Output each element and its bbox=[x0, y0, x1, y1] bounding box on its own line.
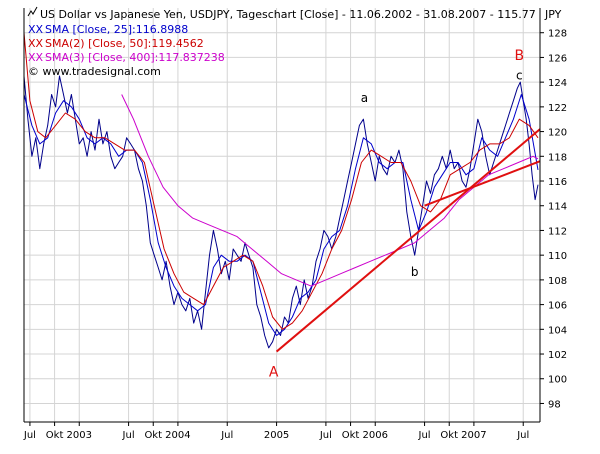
y-tick-label: 124 bbox=[548, 78, 567, 89]
x-tick-label: Jul bbox=[122, 430, 135, 441]
sma50-line bbox=[23, 32, 539, 330]
legend-entry: SMA(3) [Close, 400]:117.837238 bbox=[45, 51, 225, 64]
x-tick-label: Jul bbox=[220, 430, 233, 441]
y-tick-label: 118 bbox=[548, 152, 567, 163]
x-tick-label: Jul bbox=[516, 430, 529, 441]
y-tick-label: 108 bbox=[548, 276, 567, 287]
y-tick-label: 128 bbox=[548, 29, 567, 40]
wave-label: b bbox=[411, 265, 419, 279]
wave-label: B bbox=[514, 48, 524, 64]
title-icon bbox=[27, 6, 38, 17]
x-tick-label: Jul bbox=[23, 430, 36, 441]
y-tick-label: 104 bbox=[548, 325, 567, 336]
x-tick-label: Okt bbox=[46, 430, 64, 441]
y-tick-label: 116 bbox=[548, 177, 567, 188]
x-tick-label: 2004 bbox=[165, 430, 190, 441]
y-tick-label: 120 bbox=[548, 128, 567, 139]
y-tick-label: 122 bbox=[548, 103, 567, 114]
wave-label: c bbox=[516, 69, 523, 83]
legend-marker: XX bbox=[28, 51, 44, 64]
wave-label: a bbox=[361, 91, 368, 105]
x-tick-label: Okt bbox=[144, 430, 162, 441]
y-tick-label: 110 bbox=[548, 251, 567, 262]
y-tick-label: 126 bbox=[548, 53, 567, 64]
x-tick-label: 2006 bbox=[363, 430, 388, 441]
x-tick-label: Okt bbox=[440, 430, 458, 441]
x-tick-label: 2007 bbox=[461, 430, 486, 441]
legend-marker: XX bbox=[28, 23, 44, 36]
legend-entry: SMA(2) [Close, 50]:119.4562 bbox=[45, 37, 204, 50]
watermark: © www.tradesignal.com bbox=[28, 65, 161, 78]
y-tick-label: 98 bbox=[548, 399, 561, 410]
legend-entry: SMA [Close, 25]:116.8988 bbox=[45, 23, 188, 36]
y-tick-label: 102 bbox=[548, 350, 567, 361]
x-tick-label: Okt bbox=[342, 430, 360, 441]
chart-title: US Dollar vs Japanese Yen, USDJPY, Tages… bbox=[40, 8, 536, 21]
y-tick-label: 114 bbox=[548, 202, 567, 213]
legend-marker: XX bbox=[28, 37, 44, 50]
wave-label: A bbox=[269, 364, 279, 380]
x-tick-label: Jul bbox=[319, 430, 332, 441]
y-tick-label: 100 bbox=[548, 375, 567, 386]
x-tick-label: 2003 bbox=[67, 430, 92, 441]
sma25-line bbox=[23, 94, 539, 336]
x-tick-label: Jul bbox=[418, 430, 431, 441]
trendline-support-A bbox=[275, 128, 541, 353]
y-tick-label: 112 bbox=[548, 226, 567, 237]
currency-label: JPY bbox=[544, 8, 562, 21]
x-tick-label: 2005 bbox=[264, 430, 289, 441]
y-tick-label: 106 bbox=[548, 301, 567, 312]
trendline-support-b bbox=[424, 160, 541, 207]
